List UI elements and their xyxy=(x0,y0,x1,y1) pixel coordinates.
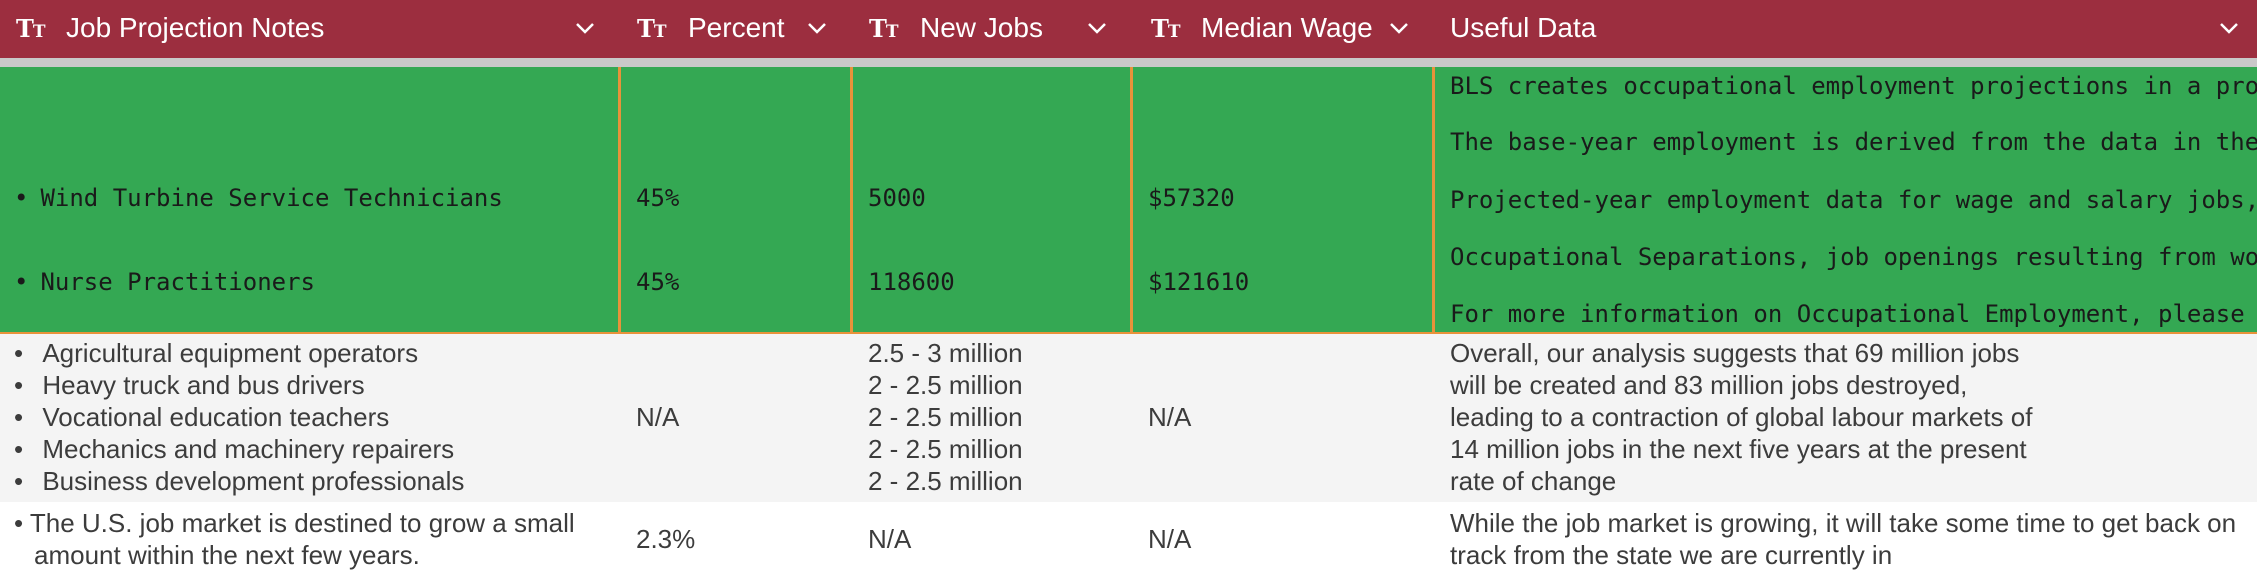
list-item: Wind Turbine Service Technicians xyxy=(14,184,502,212)
new-jobs-value: 2 - 2.5 million xyxy=(868,402,1023,432)
new-jobs-cell[interactable]: 2.5 - 3 million 2 - 2.5 million 2 - 2.5 … xyxy=(868,337,1023,497)
median-wage-value: $57320 xyxy=(1148,184,1235,212)
useful-data-cell[interactable]: BLS creates occupational employment proj… xyxy=(1450,72,2257,330)
useful-data-line: Overall, our analysis suggests that 69 m… xyxy=(1450,338,2020,368)
list-item: • The U.S. job market is destined to gro… xyxy=(14,508,575,538)
new-jobs-value: 2 - 2.5 million xyxy=(868,434,1023,464)
column-header-useful-data[interactable]: Useful Data xyxy=(1450,12,1597,43)
percent-value[interactable]: N/A xyxy=(636,402,680,432)
table-header: TT Job Projection Notes TT Percent TT Ne… xyxy=(0,0,2257,58)
list-item: Nurse Practitioners xyxy=(14,268,503,296)
useful-data-line: Projected-year employment data for wage … xyxy=(1450,186,2257,214)
new-jobs-value: 2 - 2.5 million xyxy=(868,370,1023,400)
text-type-icon: TT xyxy=(869,14,898,43)
percent-value: 45% xyxy=(636,268,680,296)
column-header-new-jobs[interactable]: New Jobs xyxy=(920,12,1043,43)
chevron-down-icon[interactable] xyxy=(574,20,596,36)
list-item: Mechanics and machinery repairers xyxy=(14,433,464,465)
list-item-text: The U.S. job market is destined to grow … xyxy=(29,508,575,538)
list-item-continuation: amount within the next few years. xyxy=(34,540,420,570)
list-item: Agricultural equipment operators xyxy=(14,337,464,369)
cell-border xyxy=(618,67,621,334)
cell-border xyxy=(1130,67,1133,334)
job-list[interactable]: Agricultural equipment operators Heavy t… xyxy=(14,337,464,497)
text-type-icon: TT xyxy=(16,14,45,43)
new-jobs-value[interactable]: N/A xyxy=(868,524,912,554)
column-header-job-projection-notes[interactable]: Job Projection Notes xyxy=(66,12,325,43)
chevron-down-icon[interactable] xyxy=(2218,20,2240,36)
percent-value: 45% xyxy=(636,184,680,212)
list-item: Vocational education teachers xyxy=(14,401,464,433)
new-jobs-value: 118600 xyxy=(868,268,955,296)
new-jobs-value: 2.5 - 3 million xyxy=(868,338,1023,368)
list-item: Business development professionals xyxy=(14,465,464,497)
table-row[interactable] xyxy=(0,502,2257,572)
job-note-cell[interactable]: • The U.S. job market is destined to gro… xyxy=(14,507,575,571)
text-type-icon: TT xyxy=(1151,14,1180,43)
list-item: Heavy truck and bus drivers xyxy=(14,369,464,401)
percent-value[interactable]: 2.3% xyxy=(636,524,696,554)
useful-data-line: leading to a contraction of global labou… xyxy=(1450,402,2033,432)
chevron-down-icon[interactable] xyxy=(806,20,828,36)
useful-data-line: track from the state we are currently in xyxy=(1450,540,1893,570)
new-jobs-value: 2 - 2.5 million xyxy=(868,466,1023,496)
text-type-icon: TT xyxy=(637,14,666,43)
useful-data-line: Occupational Separations, job openings r… xyxy=(1450,243,2257,271)
new-jobs-value: 5000 xyxy=(868,184,926,212)
column-header-median-wage[interactable]: Median Wage xyxy=(1201,12,1373,43)
median-wage-value[interactable]: N/A xyxy=(1148,524,1192,554)
useful-data-line: For more information on Occupational Emp… xyxy=(1450,300,2245,328)
useful-data-cell[interactable]: Overall, our analysis suggests that 69 m… xyxy=(1450,337,2032,497)
chevron-down-icon[interactable] xyxy=(1086,20,1108,36)
useful-data-line: BLS creates occupational employment proj… xyxy=(1450,72,2257,100)
column-header-percent[interactable]: Percent xyxy=(688,12,785,43)
useful-data-line: rate of change xyxy=(1450,466,1617,496)
useful-data-line: 14 million jobs in the next five years a… xyxy=(1450,434,2027,464)
chevron-down-icon[interactable] xyxy=(1388,20,1410,36)
median-wage-value[interactable]: N/A xyxy=(1148,402,1192,432)
cell-border xyxy=(850,67,853,334)
useful-data-line: While the job market is growing, it will… xyxy=(1450,508,2237,538)
cell-border xyxy=(1432,67,1435,334)
median-wage-value: $121610 xyxy=(1148,268,1250,296)
useful-data-line: will be created and 83 million jobs dest… xyxy=(1450,370,1968,400)
useful-data-cell[interactable]: While the job market is growing, it will… xyxy=(1450,507,2236,571)
header-divider xyxy=(0,58,2257,67)
useful-data-line: The base-year employment is derived from… xyxy=(1450,128,2257,156)
